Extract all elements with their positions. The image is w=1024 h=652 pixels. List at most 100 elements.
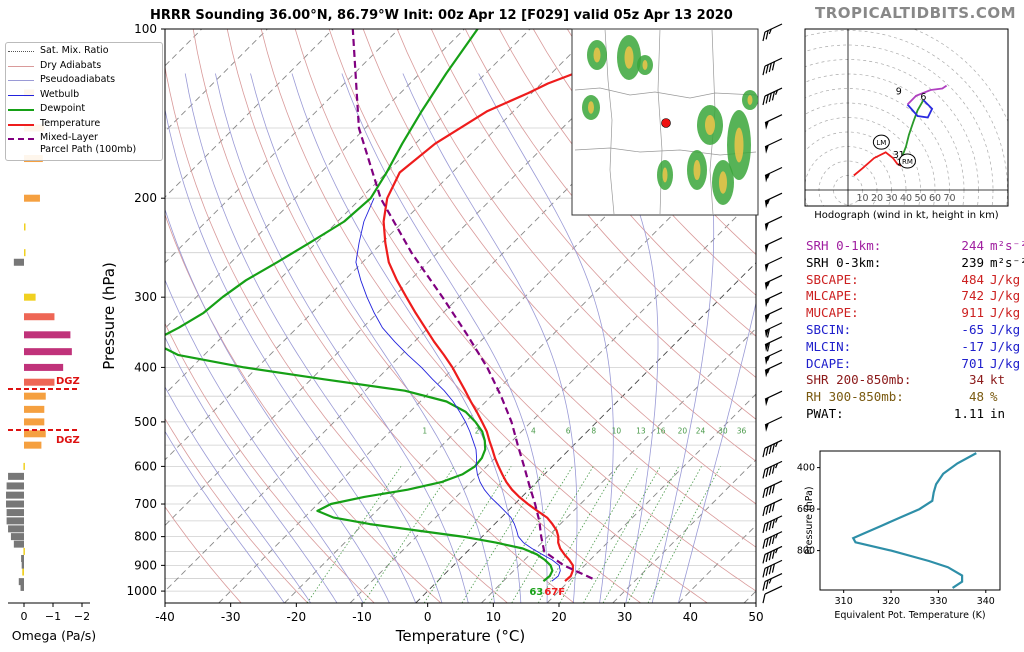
barb-tick	[765, 579, 769, 590]
map-boundary	[604, 28, 615, 215]
barb-tick	[765, 505, 769, 515]
omega-axis-title: Omega (Pa/s)	[12, 628, 96, 643]
barb-tick	[768, 551, 772, 561]
omega-bar	[24, 223, 26, 231]
moist-adiabat	[402, 73, 578, 603]
dry-adiabat	[165, 213, 442, 603]
barb-tick	[762, 31, 766, 42]
parameter-unit: J/kg	[990, 338, 1021, 354]
radar-echo-core	[662, 167, 668, 183]
dry-adiabat	[396, 29, 756, 462]
wind-barb	[764, 361, 783, 378]
dry-adiabat	[328, 29, 756, 548]
barb-tick	[765, 537, 769, 548]
parameter-unit: m²s⁻²	[990, 254, 1024, 270]
omega-bar	[20, 583, 24, 591]
barb-flag	[765, 342, 769, 352]
barb-tick	[771, 61, 776, 71]
storm-motion-marker	[872, 134, 890, 150]
moist-adiabat	[184, 73, 443, 603]
legend-swatch	[8, 132, 34, 144]
hodo-ring-label: 60	[929, 193, 941, 204]
barb-tick	[768, 520, 772, 530]
x-tick-label: 30	[617, 610, 632, 624]
omega-bar	[24, 441, 42, 449]
storm-motion-label: LM	[876, 139, 886, 147]
hodo-height-label: 9	[896, 86, 902, 97]
radar-map-inset	[571, 28, 759, 216]
mixing-ratio-label: 6	[566, 426, 571, 435]
hodo-ring-label: 70	[943, 193, 955, 204]
barb-tick	[762, 554, 766, 564]
radar-echo-core	[642, 60, 648, 70]
moist-adiabat	[165, 278, 364, 603]
y-tick-label: 1000	[126, 584, 157, 598]
barb-tick	[766, 297, 771, 304]
wind-barb	[764, 322, 783, 338]
parameter-unit: J/kg	[990, 271, 1021, 287]
profile-dewpoint	[165, 29, 554, 582]
moist-adiabat	[165, 386, 312, 603]
parameter-label: SRH 0-1km:	[806, 238, 882, 253]
barb-tick	[768, 485, 772, 495]
legend-swatch	[8, 118, 34, 130]
mixing-ratio-line	[423, 466, 512, 603]
legend-swatch	[8, 45, 34, 57]
dgz-label: DGZ	[56, 435, 80, 446]
parameter-unit: kt	[990, 372, 1006, 388]
wind-barb	[764, 138, 783, 154]
barb-tick	[775, 462, 779, 469]
wind-barb	[764, 291, 783, 308]
barb-tick	[768, 565, 772, 575]
theta-e-x-tick-label: 330	[929, 596, 947, 607]
legend-label: Sat. Mix. Ratio	[40, 45, 109, 56]
map-boundary	[574, 147, 757, 156]
wind-barb	[764, 307, 783, 323]
y-axis-title: Pressure (hPa)	[100, 262, 118, 370]
mixing-ratio-label: 4	[531, 426, 536, 435]
barb-tick	[768, 28, 772, 35]
wind-barb	[764, 274, 783, 291]
dgz-label: DGZ	[56, 376, 80, 387]
barb-tick	[765, 487, 769, 497]
y-tick-label: 600	[134, 459, 157, 473]
theta-e-x-title: Equivalent Pot. Temperature (K)	[834, 610, 985, 621]
barb-staff	[764, 585, 783, 595]
wind-barb	[762, 439, 783, 458]
mixing-ratio-label: 8	[591, 426, 596, 435]
wind-barb	[762, 87, 783, 106]
dry-adiabat	[226, 29, 641, 603]
mixing-ratio-line	[602, 466, 680, 603]
sounding-parameters: SRH 0-1km: 244 m²s⁻² SRH 0-3km: 239 m²s⁻² SBCA…	[806, 238, 1024, 423]
omega-bar	[13, 258, 24, 266]
barb-tick	[768, 503, 772, 514]
barb-tick	[766, 173, 771, 179]
location-marker	[661, 118, 671, 128]
barb-tick	[766, 355, 771, 361]
parameter-label: SRH 0-3km:	[806, 254, 882, 270]
barb-tick	[771, 484, 776, 494]
wind-barb	[762, 498, 783, 517]
wind-barb	[762, 585, 783, 604]
parameter-value: 239	[961, 254, 984, 270]
wind-barb	[764, 192, 783, 209]
parameter-unit: %	[990, 389, 998, 405]
barb-tick	[762, 539, 766, 549]
parameter-row: PWAT: 1.11 in	[806, 406, 1024, 423]
moist-adiabat	[250, 73, 495, 603]
wind-barb	[764, 114, 783, 130]
parameter-label: RH 300-850mb:	[806, 389, 904, 405]
moist-adiabat	[572, 73, 659, 603]
parameter-row: SRH 0-3km: 239 m²s⁻²	[806, 255, 1024, 272]
parameter-row: MLCIN: -17 J/kg	[806, 339, 1024, 356]
y-tick-label: 700	[134, 497, 157, 511]
parameter-row: MLCAPE: 742 J/kg	[806, 288, 1024, 305]
legend-item: Pseudoadiabats	[8, 74, 160, 89]
hodo-frame	[804, 28, 1009, 207]
omega-bar	[24, 418, 45, 426]
wind-barb	[762, 23, 783, 42]
skewt-frame	[164, 28, 757, 604]
y-tick-label: 500	[134, 415, 157, 429]
barb-flag	[765, 144, 769, 154]
